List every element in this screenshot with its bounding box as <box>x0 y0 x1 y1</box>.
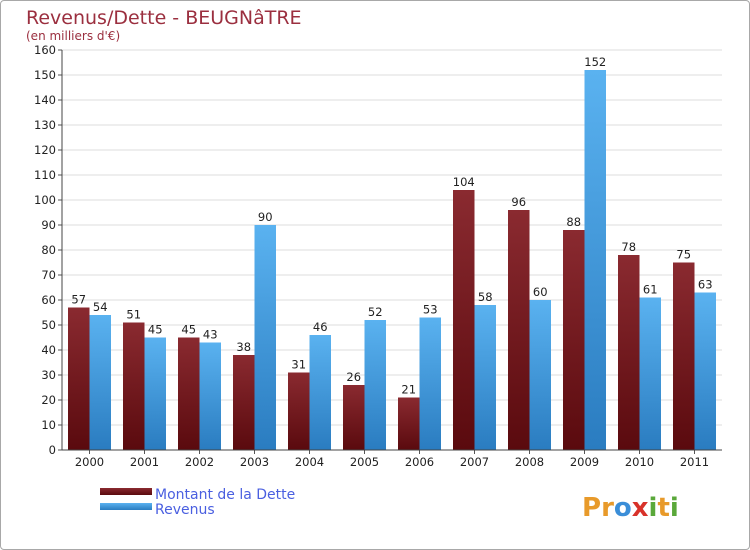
y-tick-label: 0 <box>49 443 56 457</box>
y-tick-label: 60 <box>41 293 56 307</box>
value-label-revenus: 53 <box>423 303 438 317</box>
x-tick-label: 2000 <box>75 455 104 469</box>
y-tick-label: 40 <box>41 343 56 357</box>
value-label-revenus: 60 <box>533 285 548 299</box>
bar-dette <box>508 210 530 450</box>
logo-letter: x <box>632 493 649 523</box>
legend-label-revenus: Revenus <box>155 502 215 518</box>
y-tick-label: 20 <box>41 393 56 407</box>
bar-revenus <box>254 225 276 450</box>
bar-revenus <box>144 337 166 450</box>
bar-revenus <box>309 335 331 450</box>
y-tick-label: 90 <box>41 218 56 232</box>
y-tick-label: 160 <box>34 43 56 57</box>
value-label-dette: 78 <box>621 240 636 254</box>
bar-revenus <box>639 297 661 450</box>
x-tick-label: 2009 <box>570 455 599 469</box>
y-tick-label: 10 <box>41 418 56 432</box>
x-tick-label: 2001 <box>130 455 159 469</box>
x-tick-label: 2008 <box>515 455 544 469</box>
value-label-dette: 75 <box>676 248 691 262</box>
x-tick-label: 2010 <box>625 455 654 469</box>
value-label-dette: 104 <box>453 175 475 189</box>
grid <box>62 49 722 451</box>
bar-dette <box>68 307 90 450</box>
value-label-dette: 57 <box>71 293 86 307</box>
value-label-revenus: 63 <box>698 278 713 292</box>
x-tick-label: 2006 <box>405 455 434 469</box>
value-label-revenus: 61 <box>643 283 658 297</box>
y-tick-label: 100 <box>34 193 56 207</box>
bar-dette <box>398 397 420 450</box>
bar-dette <box>343 385 365 450</box>
value-label-revenus: 43 <box>203 328 218 342</box>
axes: 0 10 20 30 40 50 60 70 80 90 100 110 120 130 140 150 160… <box>34 43 722 469</box>
value-label-dette: 45 <box>181 323 196 337</box>
y-tick-label: 30 <box>41 368 56 382</box>
value-label-revenus: 90 <box>258 210 273 224</box>
legend-swatch-revenus <box>100 503 152 510</box>
chart-title: Revenus/Dette - BEUGNâTRE <box>26 7 302 29</box>
bar-dette <box>563 230 585 450</box>
bar-revenus <box>364 320 386 450</box>
proxiti-logo-text: Proxiti <box>582 493 679 523</box>
logo-letter: t <box>657 493 669 523</box>
value-label-revenus: 46 <box>313 320 328 334</box>
y-tick-label: 70 <box>41 268 56 282</box>
bar-revenus <box>474 305 496 450</box>
proxiti-logo: Proxiti <box>582 493 679 523</box>
legend-swatch-dette <box>100 488 152 495</box>
bar-revenus <box>694 292 716 450</box>
bar-dette <box>618 255 640 450</box>
logo-letter: i <box>649 493 658 523</box>
legend: Montant de la Dette Revenus <box>100 487 295 518</box>
x-tick-label: 2005 <box>350 455 379 469</box>
bar-dette <box>178 337 200 450</box>
y-tick-label: 150 <box>34 68 56 82</box>
bar-dette <box>288 372 310 450</box>
value-label-revenus: 152 <box>584 55 606 69</box>
bar-revenus <box>529 300 551 450</box>
value-label-dette: 51 <box>126 308 141 322</box>
y-tick-label: 80 <box>41 243 56 257</box>
value-label-revenus: 58 <box>478 290 493 304</box>
bar-revenus <box>584 70 606 450</box>
x-tick-label: 2004 <box>295 455 324 469</box>
y-tick-label: 120 <box>34 143 56 157</box>
value-label-dette: 38 <box>236 340 251 354</box>
value-label-dette: 26 <box>346 370 361 384</box>
value-label-dette: 21 <box>401 383 416 397</box>
x-tick-label: 2003 <box>240 455 269 469</box>
y-tick-label: 50 <box>41 318 56 332</box>
value-label-dette: 96 <box>511 195 526 209</box>
legend-label-dette: Montant de la Dette <box>155 487 295 503</box>
y-tick-label: 130 <box>34 118 56 132</box>
value-label-dette: 88 <box>566 215 581 229</box>
logo-letter: i <box>670 493 679 523</box>
x-tick-label: 2002 <box>185 455 214 469</box>
logo-letter: P <box>582 493 601 523</box>
bar-revenus <box>89 315 111 450</box>
bar-dette <box>453 190 475 450</box>
value-label-dette: 31 <box>291 358 306 372</box>
logo-letter: o <box>614 493 632 523</box>
y-tick-label: 140 <box>34 93 56 107</box>
x-tick-label: 2007 <box>460 455 489 469</box>
value-label-revenus: 45 <box>148 323 163 337</box>
bar-dette <box>233 355 255 450</box>
chart-subtitle: (en milliers d'€) <box>26 29 120 43</box>
bars: 57 54 51 45 45 43 38 90 31 46 26 52 21 53 104 58 96 60 88 1… <box>68 55 716 450</box>
logo-letter: r <box>601 493 614 523</box>
y-tick-label: 110 <box>34 168 56 182</box>
bar-revenus <box>199 342 221 450</box>
x-tick-label: 2011 <box>680 455 709 469</box>
bar-dette <box>123 322 145 450</box>
value-label-revenus: 52 <box>368 305 383 319</box>
bar-revenus <box>419 317 441 450</box>
bar-dette <box>673 262 695 450</box>
value-label-revenus: 54 <box>93 300 108 314</box>
